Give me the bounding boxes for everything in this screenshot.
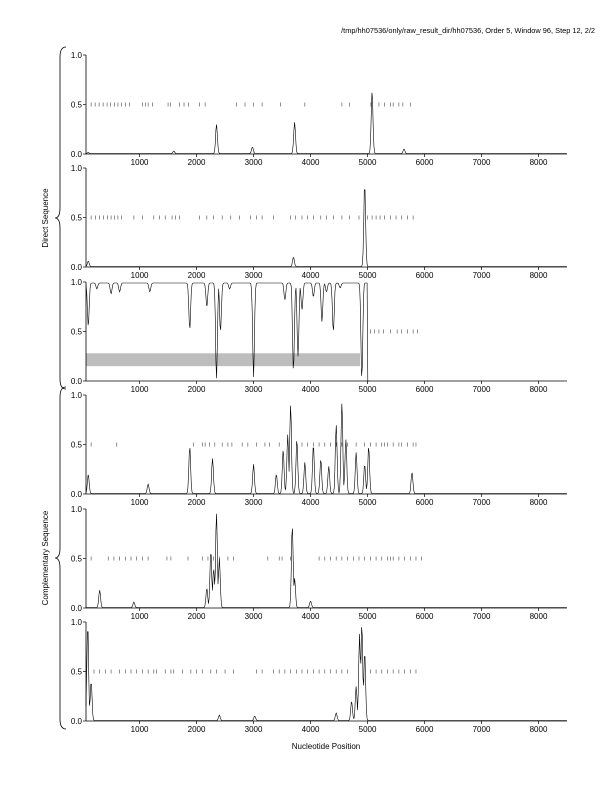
x-tick-label: 7000: [473, 498, 491, 507]
y-tick-label: 1.0: [71, 278, 83, 287]
x-tick-label: 6000: [416, 612, 434, 621]
y-tick-label: 0.0: [71, 150, 83, 159]
complementary-frame-1: 0.0 0.5 1.0 1000 2000 3000 4000 5000 6000 7000 800…: [71, 391, 567, 507]
score-trace: [85, 189, 567, 267]
x-tick-label: 8000: [530, 612, 548, 621]
x-tick-label: 4000: [302, 612, 320, 621]
panels-group: 0.0 0.5 1.0 1000 2000 3000 4000 5000 6000 7000 800…: [71, 51, 567, 734]
x-tick-label: 1000: [131, 612, 149, 621]
x-tick-label: 8000: [530, 385, 548, 394]
x-tick-label: 8000: [530, 158, 548, 167]
x-tick-label: 1000: [131, 725, 149, 734]
x-tick-label: 5000: [359, 725, 377, 734]
y-tick-label: 0.5: [71, 441, 83, 450]
x-tick-label: 2000: [188, 612, 206, 621]
group-labels: Direct Sequence Complementary Sequence: [41, 46, 67, 730]
score-trace: [86, 513, 567, 608]
direct-frame-2: 0.0 0.5 1.0 1000 2000 3000 4000 5000 6000 7000 800…: [71, 164, 567, 280]
x-tick-label: 8000: [530, 271, 548, 280]
direct-frame-1: 0.0 0.5 1.0 1000 2000 3000 4000 5000 6000 7000 800…: [71, 51, 567, 167]
x-tick-label: 7000: [473, 385, 491, 394]
x-tick-label: 3000: [245, 612, 263, 621]
y-tick-label: 1.0: [71, 391, 83, 400]
direct-sequence-label: Direct Sequence: [41, 188, 50, 248]
x-tick-label: 6000: [416, 271, 434, 280]
complementary-sequence-label: Complementary Sequence: [41, 510, 50, 605]
y-tick-label: 0.0: [71, 717, 83, 726]
y-tick-label: 0.5: [71, 214, 83, 223]
y-tick-label: 1.0: [71, 505, 83, 514]
x-tick-label: 4000: [302, 725, 320, 734]
x-tick-label: 7000: [473, 158, 491, 167]
y-tick-label: 1.0: [71, 618, 83, 627]
x-tick-label: 4000: [302, 498, 320, 507]
complementary-frame-3: 0.0 0.5 1.0 1000 2000 3000 4000 5000 6000 7000 800…: [71, 618, 567, 734]
x-tick-label: 3000: [245, 498, 263, 507]
x-tick-label: 2000: [188, 498, 206, 507]
y-tick-label: 1.0: [71, 164, 83, 173]
x-tick-label: 5000: [359, 271, 377, 280]
header-title: /tmp/hh07536/only/raw_result_dir/hh07536…: [341, 26, 595, 35]
score-trace: [85, 92, 567, 154]
complementary-frame-2: 0.0 0.5 1.0 1000 2000 3000 4000 5000 6000 7000 800…: [71, 505, 567, 621]
x-tick-label: 5000: [359, 498, 377, 507]
x-tick-label: 6000: [416, 498, 434, 507]
x-tick-label: 7000: [473, 271, 491, 280]
x-tick-label: 1000: [131, 158, 149, 167]
x-tick-label: 7000: [473, 612, 491, 621]
group-brace: [54, 386, 67, 730]
x-tick-label: 7000: [473, 725, 491, 734]
x-tick-label: 2000: [188, 271, 206, 280]
x-tick-label: 1000: [131, 271, 149, 280]
x-tick-label: 3000: [245, 158, 263, 167]
y-tick-label: 0.5: [71, 668, 83, 677]
x-tick-label: 4000: [302, 385, 320, 394]
x-axis-label: Nucleotide Position: [292, 742, 360, 751]
direct-frame-3: 0.0 0.5 1.0 1000 2000 3000 4000 5000 6000 7000 800…: [71, 278, 567, 394]
group-brace: [54, 46, 67, 390]
x-tick-label: 3000: [245, 725, 263, 734]
x-tick-label: 5000: [359, 612, 377, 621]
highlight-band: [86, 353, 361, 367]
y-tick-label: 0.0: [71, 377, 83, 386]
x-tick-label: 2000: [188, 385, 206, 394]
x-tick-label: 8000: [530, 725, 548, 734]
score-trace: [85, 627, 567, 721]
x-tick-label: 5000: [359, 385, 377, 394]
x-tick-label: 8000: [530, 498, 548, 507]
y-tick-label: 0.5: [71, 328, 83, 337]
x-tick-label: 1000: [131, 498, 149, 507]
y-tick-label: 0.0: [71, 490, 83, 499]
x-tick-label: 4000: [302, 158, 320, 167]
x-tick-label: 2000: [188, 158, 206, 167]
x-tick-label: 6000: [416, 725, 434, 734]
x-tick-label: 3000: [245, 271, 263, 280]
score-trace: [85, 403, 567, 494]
y-tick-label: 0.5: [71, 555, 83, 564]
y-tick-label: 0.0: [71, 263, 83, 272]
x-tick-label: 6000: [416, 158, 434, 167]
y-tick-label: 0.5: [71, 101, 83, 110]
x-tick-label: 3000: [245, 385, 263, 394]
x-tick-label: 2000: [188, 725, 206, 734]
x-tick-label: 6000: [416, 385, 434, 394]
x-tick-label: 5000: [359, 158, 377, 167]
x-tick-label: 1000: [131, 385, 149, 394]
y-tick-label: 1.0: [71, 51, 83, 60]
y-tick-label: 0.0: [71, 604, 83, 613]
score-trace: [85, 282, 370, 382]
x-tick-label: 4000: [302, 271, 320, 280]
